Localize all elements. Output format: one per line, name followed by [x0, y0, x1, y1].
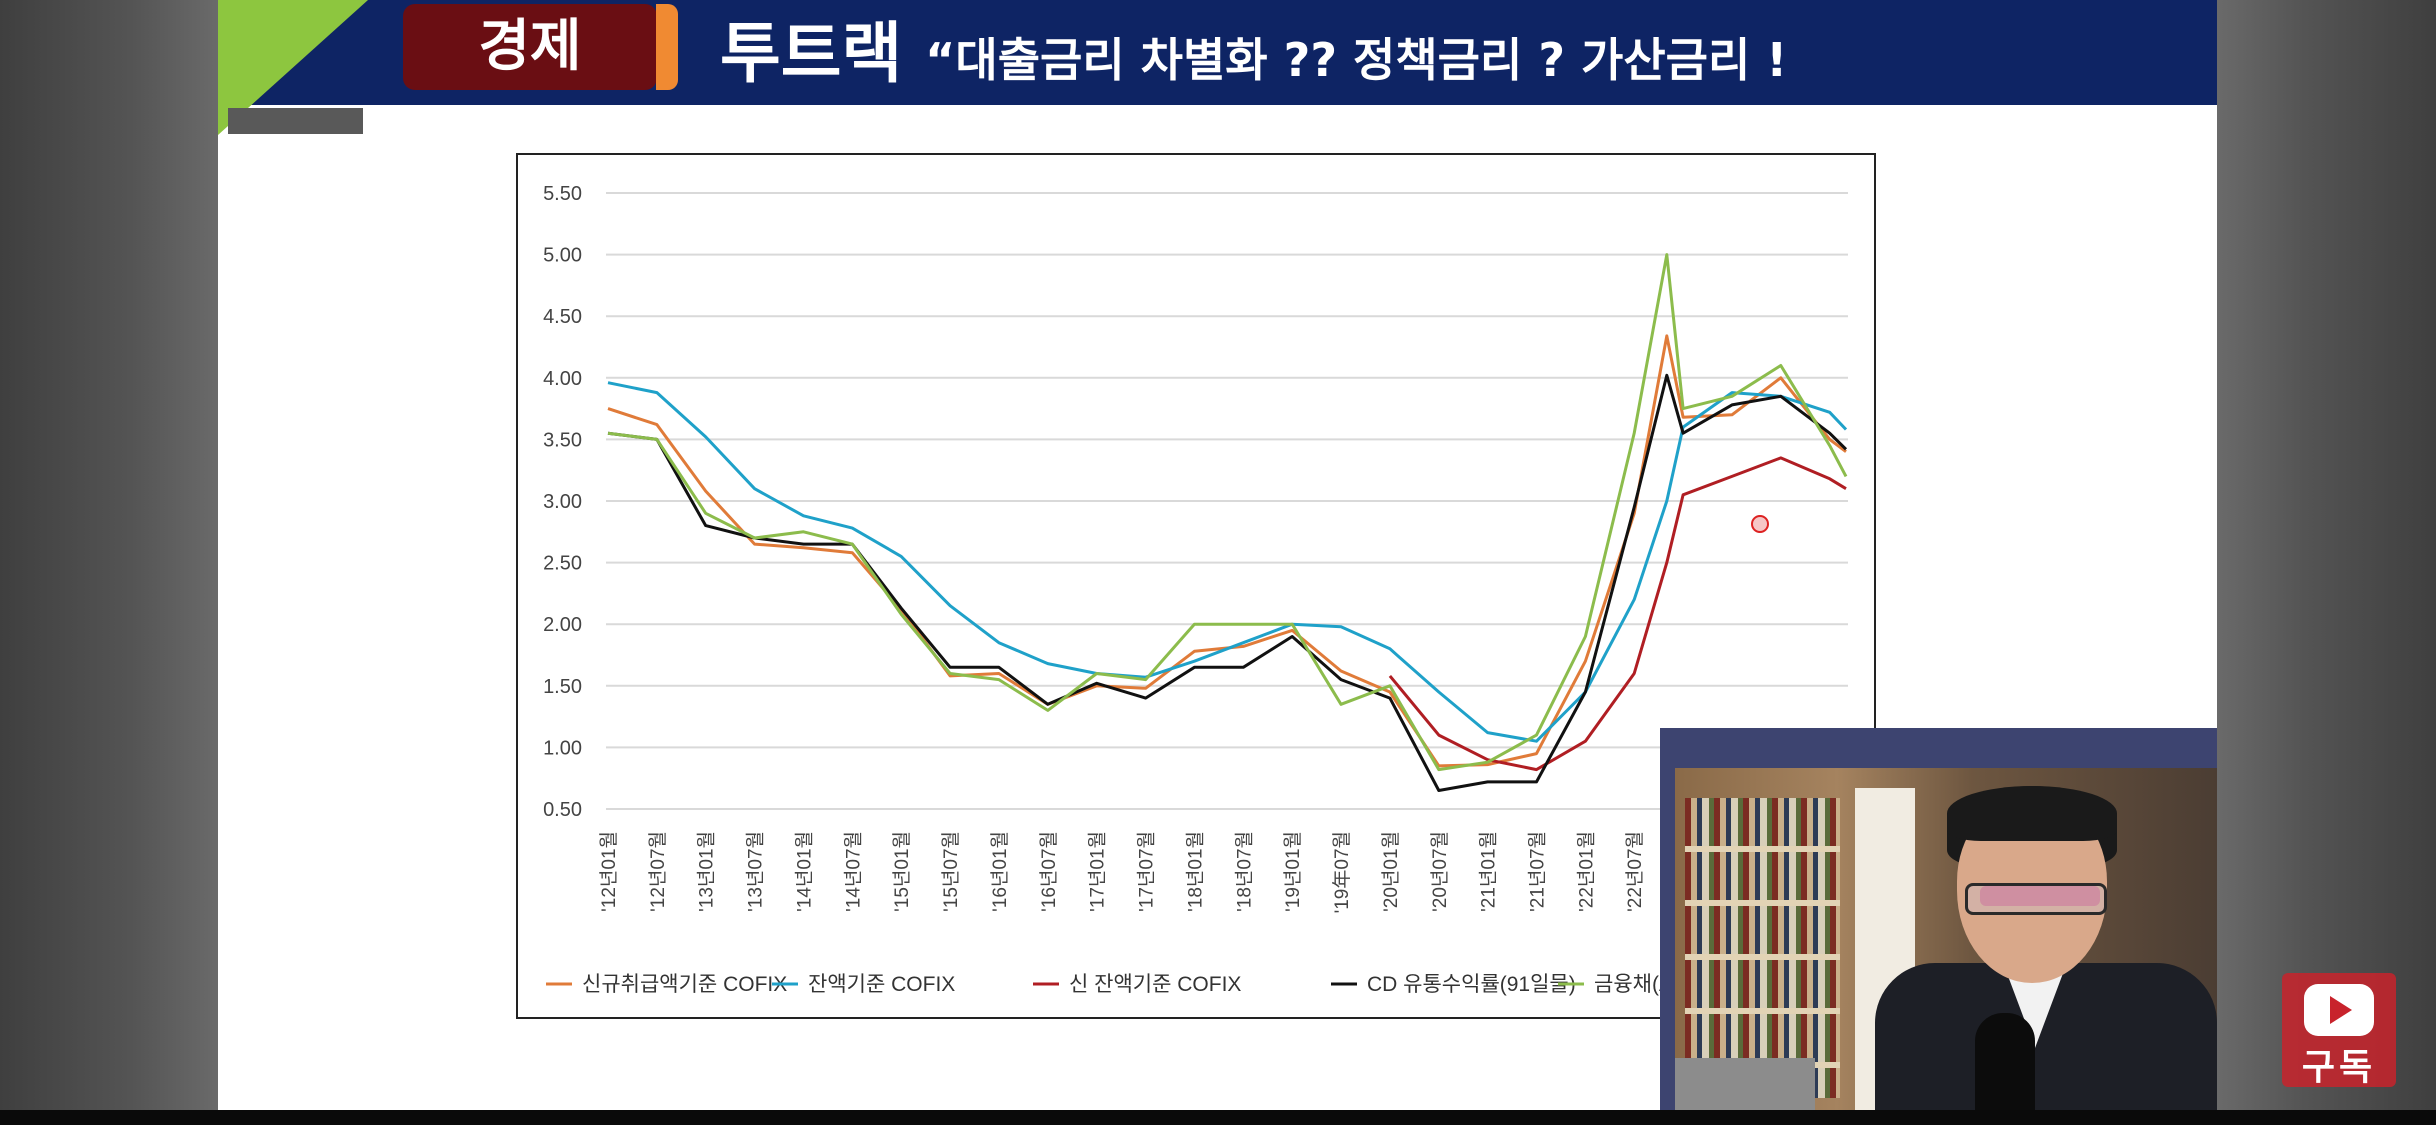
video-letterbox-left [0, 0, 218, 1125]
legend-label: 신 잔액기준 COFIX [1069, 973, 1241, 996]
category-badge [403, 4, 657, 90]
x-tick-label: '22년07월 [1624, 831, 1646, 912]
y-tick-label: 1.00 [543, 737, 582, 759]
series-line [607, 373, 1848, 792]
x-tick-label: '18년07월 [1233, 831, 1255, 912]
y-tick-label: 3.50 [543, 429, 582, 451]
x-tick-label: '15년07월 [940, 831, 962, 912]
x-tick-label: '19年07월 [1331, 831, 1353, 913]
y-tick-label: 5.00 [543, 245, 582, 267]
category-badge-accent [656, 4, 678, 90]
x-tick-label: '17년01월 [1087, 831, 1109, 912]
y-tick-label: 5.50 [543, 183, 582, 205]
gray-accent-strip [228, 108, 363, 134]
x-tick-label: '15년01월 [891, 831, 913, 912]
x-tick-label: '12년01월 [598, 831, 620, 912]
x-tick-label: '16년07월 [1038, 831, 1060, 912]
y-tick-label: 3.00 [543, 491, 582, 513]
presentation-slide: 경제 투트랙 “대출금리 차별화 ?? 정책금리 ? 가산금리 ! 0.50 1.… [218, 0, 2217, 1112]
series-line [607, 253, 1848, 772]
legend-label: 잔액기준 COFIX [808, 973, 955, 996]
x-tick-label: '21년01월 [1478, 831, 1500, 912]
presenter-video [1675, 768, 2217, 1110]
y-tick-label: 0.50 [543, 799, 582, 821]
x-tick-label: '19년01월 [1282, 831, 1304, 912]
x-tick-label: '13년07월 [745, 831, 767, 912]
x-tick-label: '21년07월 [1527, 831, 1549, 912]
x-tick-label: '16년01월 [989, 831, 1011, 912]
y-tick-label: 2.50 [543, 553, 582, 575]
x-tick-label: '18년01월 [1184, 831, 1206, 912]
series-line [1388, 456, 1847, 772]
x-tick-label: '14년01월 [793, 831, 815, 912]
x-tick-label: '20년07월 [1429, 831, 1451, 912]
x-tick-label: '13년01월 [696, 831, 718, 912]
cursor-marker [1751, 515, 1769, 533]
y-tick-label: 4.00 [543, 368, 582, 390]
y-tick-label: 2.00 [543, 614, 582, 636]
subscribe-label[interactable]: 구독 [2301, 1047, 2377, 1088]
x-tick-label: '14년07월 [842, 831, 864, 912]
category-label: 경제 [478, 14, 582, 79]
x-tick-label: '12년07월 [647, 831, 669, 912]
legend-label: 신규취급액기준 COFIX [582, 973, 787, 996]
headline-sub: “대출금리 차별화 ?? 정책금리 ? 가산금리 ! [925, 33, 1788, 87]
x-tick-label: '20년01월 [1380, 831, 1402, 912]
x-tick-label: '22년01월 [1575, 831, 1597, 912]
play-triangle-icon [2330, 996, 2352, 1024]
x-tick-label: '17년07월 [1136, 831, 1158, 912]
headline: 투트랙 “대출금리 차별화 ?? 정책금리 ? 가산금리 ! [720, 0, 1787, 105]
series-line [607, 334, 1847, 768]
headline-main: 투트랙 [720, 15, 926, 92]
series-line [607, 381, 1848, 743]
y-tick-label: 1.50 [543, 676, 582, 698]
y-tick-label: 4.50 [543, 306, 582, 328]
video-letterbox-right [2217, 0, 2436, 1125]
legend-label: CD 유통수익률(91일물) [1367, 973, 1576, 996]
video-bottom-bar [0, 1110, 2436, 1125]
